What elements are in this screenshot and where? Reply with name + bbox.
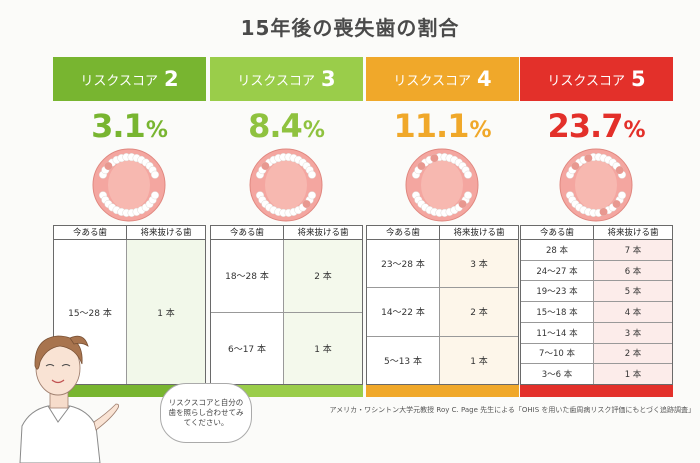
lost-teeth-cell: 6 本 <box>594 260 672 281</box>
current-teeth-cell: 7〜10 本 <box>521 343 594 364</box>
table-row: 23〜28 本 3 本 <box>367 240 518 288</box>
current-teeth-cell: 18〜28 本 <box>211 240 284 312</box>
table-row: 15〜18 本 4 本 <box>521 301 672 322</box>
risk-score-header: リスクスコア 4 <box>366 57 519 101</box>
source-credit: アメリカ・ワシントン大学元教授 Roy C. Page 先生による「OHIS を… <box>329 406 695 414</box>
lost-teeth-cell: 4 本 <box>594 302 672 322</box>
lost-teeth-cell: 1 本 <box>594 364 672 385</box>
table-row: 5〜13 本 1 本 <box>367 335 518 384</box>
column-header-future-lost: 将来抜ける歯 <box>440 226 518 240</box>
risk-score-label: リスクスコア <box>237 73 315 89</box>
column-header-current-teeth: 今ある歯 <box>367 226 440 240</box>
risk-score-number: 3 <box>321 67 336 91</box>
teeth-diagram-icon <box>559 148 633 222</box>
teeth-table: 今ある歯 将来抜ける歯 18〜28 本 2 本 6〜17 本 1 本 <box>210 225 363 385</box>
color-bar <box>210 385 363 397</box>
risk-score-number: 4 <box>477 67 492 91</box>
table-row: 14〜22 本 2 本 <box>367 287 518 336</box>
table-row: 3〜6 本 1 本 <box>521 363 672 385</box>
current-teeth-cell: 24〜27 本 <box>521 260 594 281</box>
table-row: 18〜28 本 2 本 <box>211 240 362 312</box>
risk-score-4-column: リスクスコア 4 11.1% 今ある歯 将来抜ける歯 23〜28 本 3 本 1… <box>366 57 519 403</box>
lost-teeth-cell: 3 本 <box>440 240 518 288</box>
current-teeth-cell: 15〜18 本 <box>521 302 594 322</box>
column-header-current-teeth: 今ある歯 <box>521 226 594 240</box>
loss-percentage: 23.7% <box>547 107 646 145</box>
lost-teeth-cell: 5 本 <box>594 281 672 302</box>
table-row: 28 本 7 本 <box>521 240 672 260</box>
column-header-current-teeth: 今ある歯 <box>211 226 284 240</box>
page-title: 15年後の喪失歯の割合 <box>240 16 460 40</box>
risk-score-5-column: リスクスコア 5 23.7% 今ある歯 将来抜ける歯 28 本 7 本 24〜2… <box>520 57 673 403</box>
lost-teeth-cell: 2 本 <box>284 240 362 312</box>
teeth-diagram-icon <box>249 148 323 222</box>
teeth-diagram-icon <box>92 148 166 222</box>
lost-teeth-cell: 2 本 <box>440 288 518 336</box>
risk-score-header: リスクスコア 2 <box>53 57 206 101</box>
loss-percentage: 8.4% <box>248 107 325 145</box>
loss-percentage: 3.1% <box>91 107 168 145</box>
table-row: 6〜17 本 1 本 <box>211 311 362 384</box>
risk-score-number: 5 <box>631 67 646 91</box>
current-teeth-cell: 28 本 <box>521 240 594 260</box>
risk-score-label: リスクスコア <box>393 73 471 89</box>
table-row: 7〜10 本 2 本 <box>521 342 672 364</box>
current-teeth-cell: 5〜13 本 <box>367 336 440 384</box>
color-bar <box>520 385 673 397</box>
current-teeth-cell: 6〜17 本 <box>211 312 284 384</box>
lost-teeth-cell: 2 本 <box>594 343 672 364</box>
current-teeth-cell: 3〜6 本 <box>521 364 594 385</box>
lost-teeth-cell: 1 本 <box>284 312 362 384</box>
nurse-illustration <box>19 335 120 463</box>
table-row: 11〜14 本 3 本 <box>521 321 672 343</box>
table-row: 24〜27 本 6 本 <box>521 259 672 281</box>
lost-teeth-cell: 1 本 <box>440 336 518 384</box>
current-teeth-cell: 11〜14 本 <box>521 322 594 343</box>
current-teeth-cell: 23〜28 本 <box>367 240 440 288</box>
column-header-future-lost: 将来抜ける歯 <box>127 226 205 240</box>
risk-score-3-column: リスクスコア 3 8.4% 今ある歯 将来抜ける歯 18〜28 本 2 本 6〜… <box>210 57 363 403</box>
teeth-diagram-icon <box>405 148 479 222</box>
current-teeth-cell: 14〜22 本 <box>367 288 440 336</box>
column-header-future-lost: 将来抜ける歯 <box>594 226 672 240</box>
risk-score-header: リスクスコア 5 <box>520 57 673 101</box>
risk-score-number: 2 <box>164 67 179 91</box>
current-teeth-cell: 19〜23 本 <box>521 281 594 302</box>
speech-bubble: リスクスコアと自分の歯を照らし合わせてみてください。 <box>160 383 252 443</box>
loss-percentage: 11.1% <box>393 107 492 145</box>
table-row: 19〜23 本 5 本 <box>521 280 672 302</box>
color-bar <box>366 385 519 397</box>
risk-score-label: リスクスコア <box>80 73 158 89</box>
lost-teeth-cell: 1 本 <box>127 240 205 384</box>
teeth-table: 今ある歯 将来抜ける歯 23〜28 本 3 本 14〜22 本 2 本 5〜13… <box>366 225 519 385</box>
lost-teeth-cell: 3 本 <box>594 322 672 343</box>
column-header-current-teeth: 今ある歯 <box>54 226 127 240</box>
teeth-table: 今ある歯 将来抜ける歯 28 本 7 本 24〜27 本 6 本 19〜23 本… <box>520 225 673 385</box>
lost-teeth-cell: 7 本 <box>594 240 672 260</box>
risk-score-label: リスクスコア <box>547 73 625 89</box>
risk-score-header: リスクスコア 3 <box>210 57 363 101</box>
column-header-future-lost: 将来抜ける歯 <box>284 226 362 240</box>
